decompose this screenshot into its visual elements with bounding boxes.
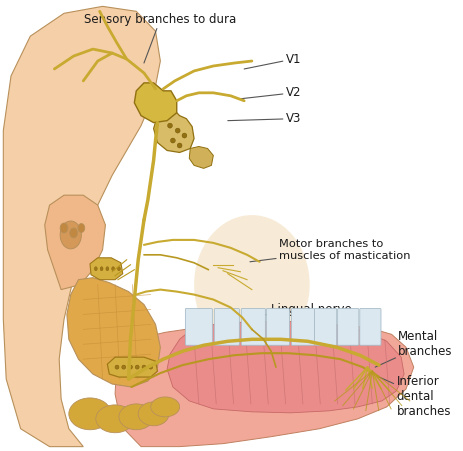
Ellipse shape (181, 133, 187, 138)
Polygon shape (90, 258, 123, 280)
Ellipse shape (122, 365, 125, 369)
Ellipse shape (95, 405, 134, 433)
FancyBboxPatch shape (359, 308, 380, 345)
FancyBboxPatch shape (314, 308, 336, 345)
Ellipse shape (115, 365, 119, 369)
Polygon shape (67, 278, 160, 387)
FancyBboxPatch shape (185, 308, 212, 345)
Ellipse shape (106, 267, 109, 271)
Text: Motor branches to
muscles of mastication: Motor branches to muscles of mastication (250, 239, 409, 262)
Polygon shape (107, 357, 157, 377)
Ellipse shape (128, 365, 132, 369)
FancyBboxPatch shape (337, 308, 358, 345)
Ellipse shape (69, 228, 77, 238)
Polygon shape (189, 147, 213, 168)
Polygon shape (115, 322, 413, 446)
Ellipse shape (100, 267, 103, 271)
Ellipse shape (119, 404, 153, 430)
Ellipse shape (175, 128, 180, 133)
Text: V3: V3 (227, 112, 300, 125)
Ellipse shape (142, 365, 145, 369)
Text: Mental
branches: Mental branches (375, 330, 452, 367)
FancyBboxPatch shape (291, 308, 314, 345)
Polygon shape (44, 195, 105, 290)
Ellipse shape (149, 365, 152, 369)
FancyBboxPatch shape (241, 308, 265, 345)
Text: Inferior
dental
branches: Inferior dental branches (378, 375, 450, 419)
Ellipse shape (150, 397, 179, 417)
Ellipse shape (78, 224, 85, 232)
Ellipse shape (112, 267, 114, 271)
Ellipse shape (135, 365, 139, 369)
Polygon shape (134, 83, 176, 123)
FancyBboxPatch shape (266, 308, 289, 345)
Polygon shape (3, 6, 160, 446)
Text: V2: V2 (240, 86, 300, 99)
Text: Lingual nerve: Lingual nerve (242, 303, 351, 318)
Ellipse shape (167, 123, 172, 128)
Polygon shape (167, 322, 403, 413)
Ellipse shape (177, 143, 181, 148)
Ellipse shape (138, 402, 169, 426)
Ellipse shape (60, 221, 81, 249)
Text: V1: V1 (244, 52, 300, 69)
Ellipse shape (194, 215, 309, 354)
Polygon shape (153, 109, 194, 152)
Text: Sensory branches to dura: Sensory branches to dura (84, 13, 236, 63)
Ellipse shape (170, 138, 175, 143)
Ellipse shape (117, 267, 120, 271)
FancyBboxPatch shape (214, 308, 239, 345)
Ellipse shape (94, 267, 97, 271)
Ellipse shape (69, 398, 111, 430)
Ellipse shape (60, 223, 68, 233)
